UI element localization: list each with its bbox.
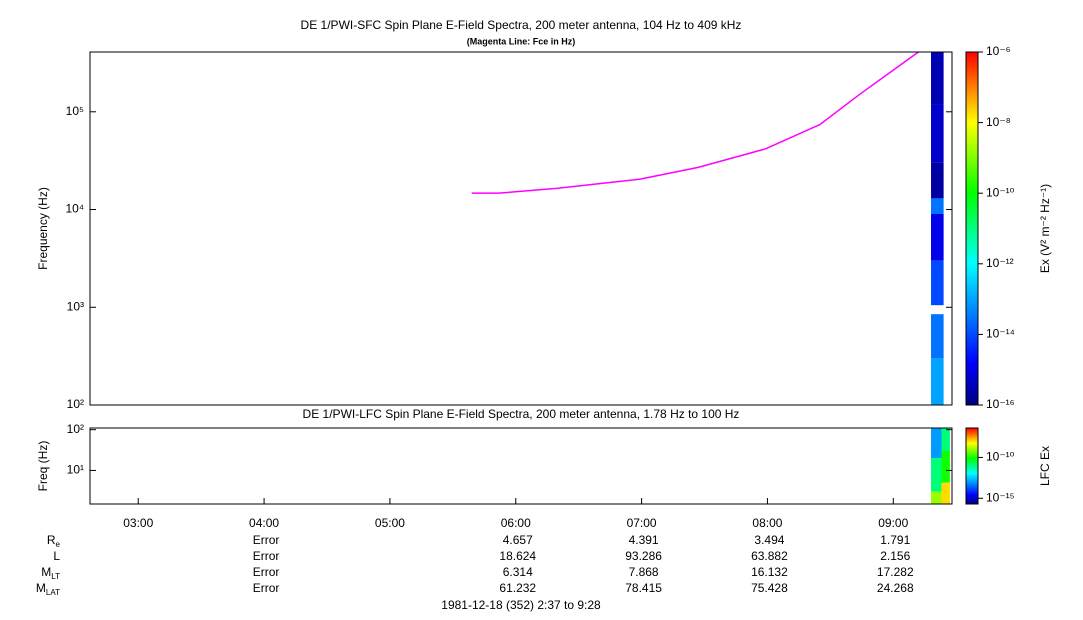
y-tick-label: 10⁴: [65, 202, 84, 216]
row-value: 2.156: [880, 549, 910, 563]
row-value: 16.132: [751, 565, 788, 579]
row-value: 93.286: [625, 549, 662, 563]
row-value: 17.282: [877, 565, 914, 579]
x-tick-label: 09:00: [878, 516, 908, 530]
plot-frame: [89, 51, 953, 406]
colorbar-tick-label: 10⁻¹⁴: [986, 327, 1015, 341]
spectrogram-cell: [931, 458, 942, 492]
x-tick-label: 04:00: [249, 516, 279, 530]
row-value: 1.791: [880, 533, 910, 547]
spectrogram-cell: [931, 213, 944, 261]
row-label: MLAT: [36, 581, 60, 597]
row-value: 63.882: [751, 549, 788, 563]
row-label-main: M: [36, 581, 46, 595]
footer: 1981-12-18 (352) 2:37 to 9:28: [441, 598, 601, 612]
row-label-sub: LAT: [46, 588, 60, 597]
colorbar-tick-label: 10⁻¹⁶: [986, 397, 1015, 411]
row-value: 75.428: [751, 581, 788, 595]
row-label: MLT: [41, 565, 60, 581]
y-axis-label: Freq (Hz): [36, 441, 50, 492]
chart-title: DE 1/PWI-SFC Spin Plane E-Field Spectra,…: [301, 18, 742, 32]
x-tick-label: 05:00: [375, 516, 405, 530]
colorbar-tick-label: 10⁻¹⁵: [986, 490, 1015, 504]
plot-frame: [89, 427, 953, 505]
colorbar-label: Ex (V² m⁻² Hz⁻¹): [1038, 184, 1052, 273]
x-tick-label: 07:00: [627, 516, 657, 530]
colorbar-tick-label: 10⁻¹⁰: [986, 450, 1015, 464]
row-value: 4.391: [629, 533, 659, 547]
spectrogram-cell: [931, 491, 942, 504]
row-value: 7.868: [629, 565, 659, 579]
row-label-sub: LT: [51, 572, 60, 581]
y-tick-label: 10²: [67, 397, 84, 411]
row-value: 18.624: [499, 549, 536, 563]
y-tick-label: 10¹: [67, 463, 84, 477]
row-value: 78.415: [625, 581, 662, 595]
spectrogram-cell: [931, 198, 944, 214]
y-axis-label: Frequency (Hz): [36, 187, 50, 270]
row-value: 24.268: [877, 581, 914, 595]
chart-subtitle: (Magenta Line: Fce in Hz): [467, 36, 576, 46]
y-tick-label: 10⁵: [66, 104, 84, 118]
row-label-main: M: [41, 565, 51, 579]
cells: [471, 52, 944, 405]
row-value: 3.494: [754, 533, 784, 547]
colorbar-tick-label: 10⁻¹⁰: [986, 185, 1015, 199]
spectrogram-cell: [931, 162, 944, 199]
spectrogram-cell: [931, 314, 944, 359]
row-value: Error: [253, 549, 280, 563]
row-value: Error: [253, 565, 280, 579]
colorbar-label: LFC Ex: [1038, 446, 1052, 486]
row-label: L: [53, 549, 60, 563]
row-label-main: L: [53, 549, 60, 563]
spectrogram-cell: [931, 104, 944, 163]
y-tick-label: 10³: [67, 299, 84, 313]
spectrogram-cell: [931, 260, 944, 306]
colorbar-tick-label: 10⁻⁶: [986, 44, 1011, 58]
row-label-main: R: [47, 533, 56, 547]
x-tick-label: 06:00: [501, 516, 531, 530]
y-tick-label: 10²: [67, 422, 84, 436]
row-value: 4.657: [503, 533, 533, 547]
fce-line: [471, 52, 919, 194]
spectrogram-cell: [931, 428, 942, 459]
spectrogram-cell: [941, 482, 950, 504]
row-value: 61.232: [499, 581, 536, 595]
colorbar: [965, 427, 979, 505]
row-label-sub: e: [56, 540, 61, 549]
row-value: Error: [253, 533, 280, 547]
chart-title: DE 1/PWI-LFC Spin Plane E-Field Spectra,…: [303, 407, 740, 421]
colorbar: [965, 51, 979, 406]
x-tick-label: 03:00: [123, 516, 153, 530]
x-tick-label: 08:00: [752, 516, 782, 530]
spectrogram-cell: [931, 358, 944, 405]
colorbar-tick-label: 10⁻⁸: [986, 115, 1011, 129]
colorbar-tick-label: 10⁻¹²: [986, 256, 1014, 270]
row-label: Re: [47, 533, 61, 549]
row-value: 6.314: [503, 565, 533, 579]
cells: [931, 428, 950, 504]
spectrogram-cell: [941, 428, 950, 451]
row-value: Error: [253, 581, 280, 595]
spectrogram-cell: [931, 52, 944, 105]
spectrogram-cell: [941, 450, 950, 483]
